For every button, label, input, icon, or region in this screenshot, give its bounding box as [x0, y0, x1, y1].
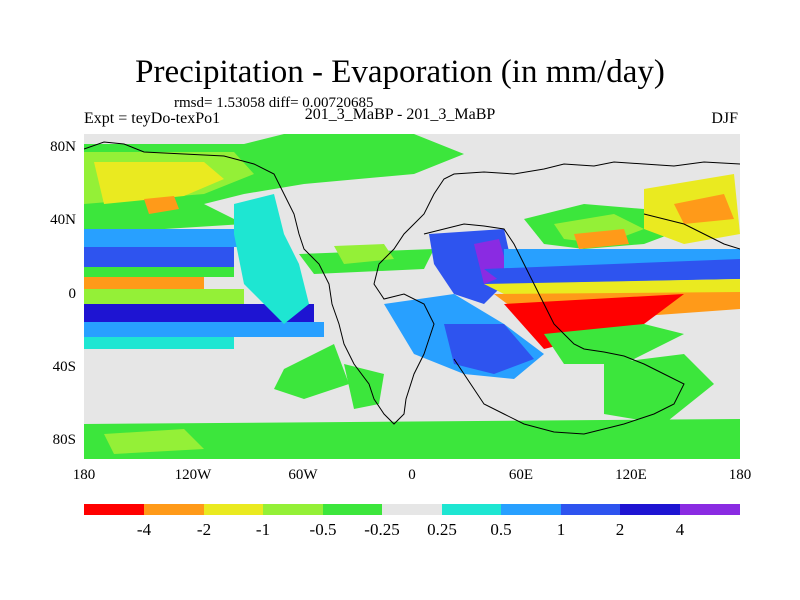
colorbar-box	[144, 504, 204, 515]
coastline	[423, 223, 685, 435]
colorbar-box	[442, 504, 501, 515]
colorbar-label: 1	[556, 520, 566, 539]
contour-region	[604, 354, 714, 424]
center-label: 201_3_MaBP - 201_3_MaBP	[304, 106, 496, 123]
colorbar-box	[561, 504, 620, 515]
contour-region	[84, 229, 244, 247]
lat-tick-label: 40S	[52, 359, 76, 375]
contour-region	[444, 324, 534, 374]
contour-region	[544, 324, 684, 364]
lon-tick-label: 120E	[615, 467, 647, 483]
stats-label: rmsd= 1.53058 diff= 0.00720685	[174, 95, 374, 111]
coastline	[84, 141, 740, 425]
colorbar-box	[680, 504, 740, 515]
coastline	[643, 213, 740, 250]
colorbar-box	[620, 504, 680, 515]
colorbar-label: 2	[615, 520, 625, 539]
lon-tick-label: 180	[728, 467, 752, 483]
contour-region	[84, 337, 234, 349]
lon-tick-label: 120W	[174, 467, 212, 483]
lat-tick-label: 0	[68, 286, 77, 302]
colorbar-label: 0.5	[490, 520, 512, 539]
colorbar-box	[382, 504, 442, 515]
contour-region	[574, 229, 629, 249]
contour-region	[84, 247, 234, 267]
season-label: DJF	[711, 110, 738, 127]
plot-title: Precipitation - Evaporation (in mm/day)	[135, 54, 665, 90]
contour-region	[484, 259, 740, 284]
contour-region	[84, 304, 314, 322]
colorbar-label: -4	[136, 520, 152, 539]
contour-region	[94, 162, 224, 204]
lat-tick-label: 40N	[50, 212, 76, 228]
map-svg	[84, 134, 740, 459]
colorbar-label: -1	[255, 520, 271, 539]
lon-tick-label: 60E	[508, 467, 534, 483]
contour-region	[274, 344, 349, 399]
colorbar-box	[204, 504, 263, 515]
contour-region	[84, 419, 740, 459]
contour-region	[84, 322, 324, 337]
colorbar-box	[84, 504, 144, 515]
lon-tick-label: 60W	[288, 467, 318, 483]
experiment-label: Expt = teyDo-texPo1	[84, 110, 221, 127]
map-plot	[84, 134, 740, 459]
lat-tick-label: 80S	[52, 432, 76, 448]
contour-region	[104, 429, 204, 454]
colorbar-box	[263, 504, 323, 515]
colorbar-label: -0.25	[364, 520, 400, 539]
contour-region	[144, 196, 179, 214]
contour-region	[674, 194, 734, 224]
contour-region	[84, 267, 234, 277]
lon-tick-label: 0	[408, 467, 416, 483]
colorbar-label: 0.25	[427, 520, 457, 539]
colorbar-box	[501, 504, 561, 515]
contour-region	[84, 277, 204, 289]
colorbar-box	[323, 504, 382, 515]
lon-tick-label: 180	[72, 467, 96, 483]
colorbar-label: 4	[675, 520, 685, 539]
colorbar-label: -2	[196, 520, 212, 539]
colorbar-label: -0.5	[309, 520, 337, 539]
lat-tick-label: 80N	[50, 139, 76, 155]
contour-region	[84, 289, 244, 304]
contour-region	[234, 194, 309, 324]
contour-region	[334, 244, 394, 264]
